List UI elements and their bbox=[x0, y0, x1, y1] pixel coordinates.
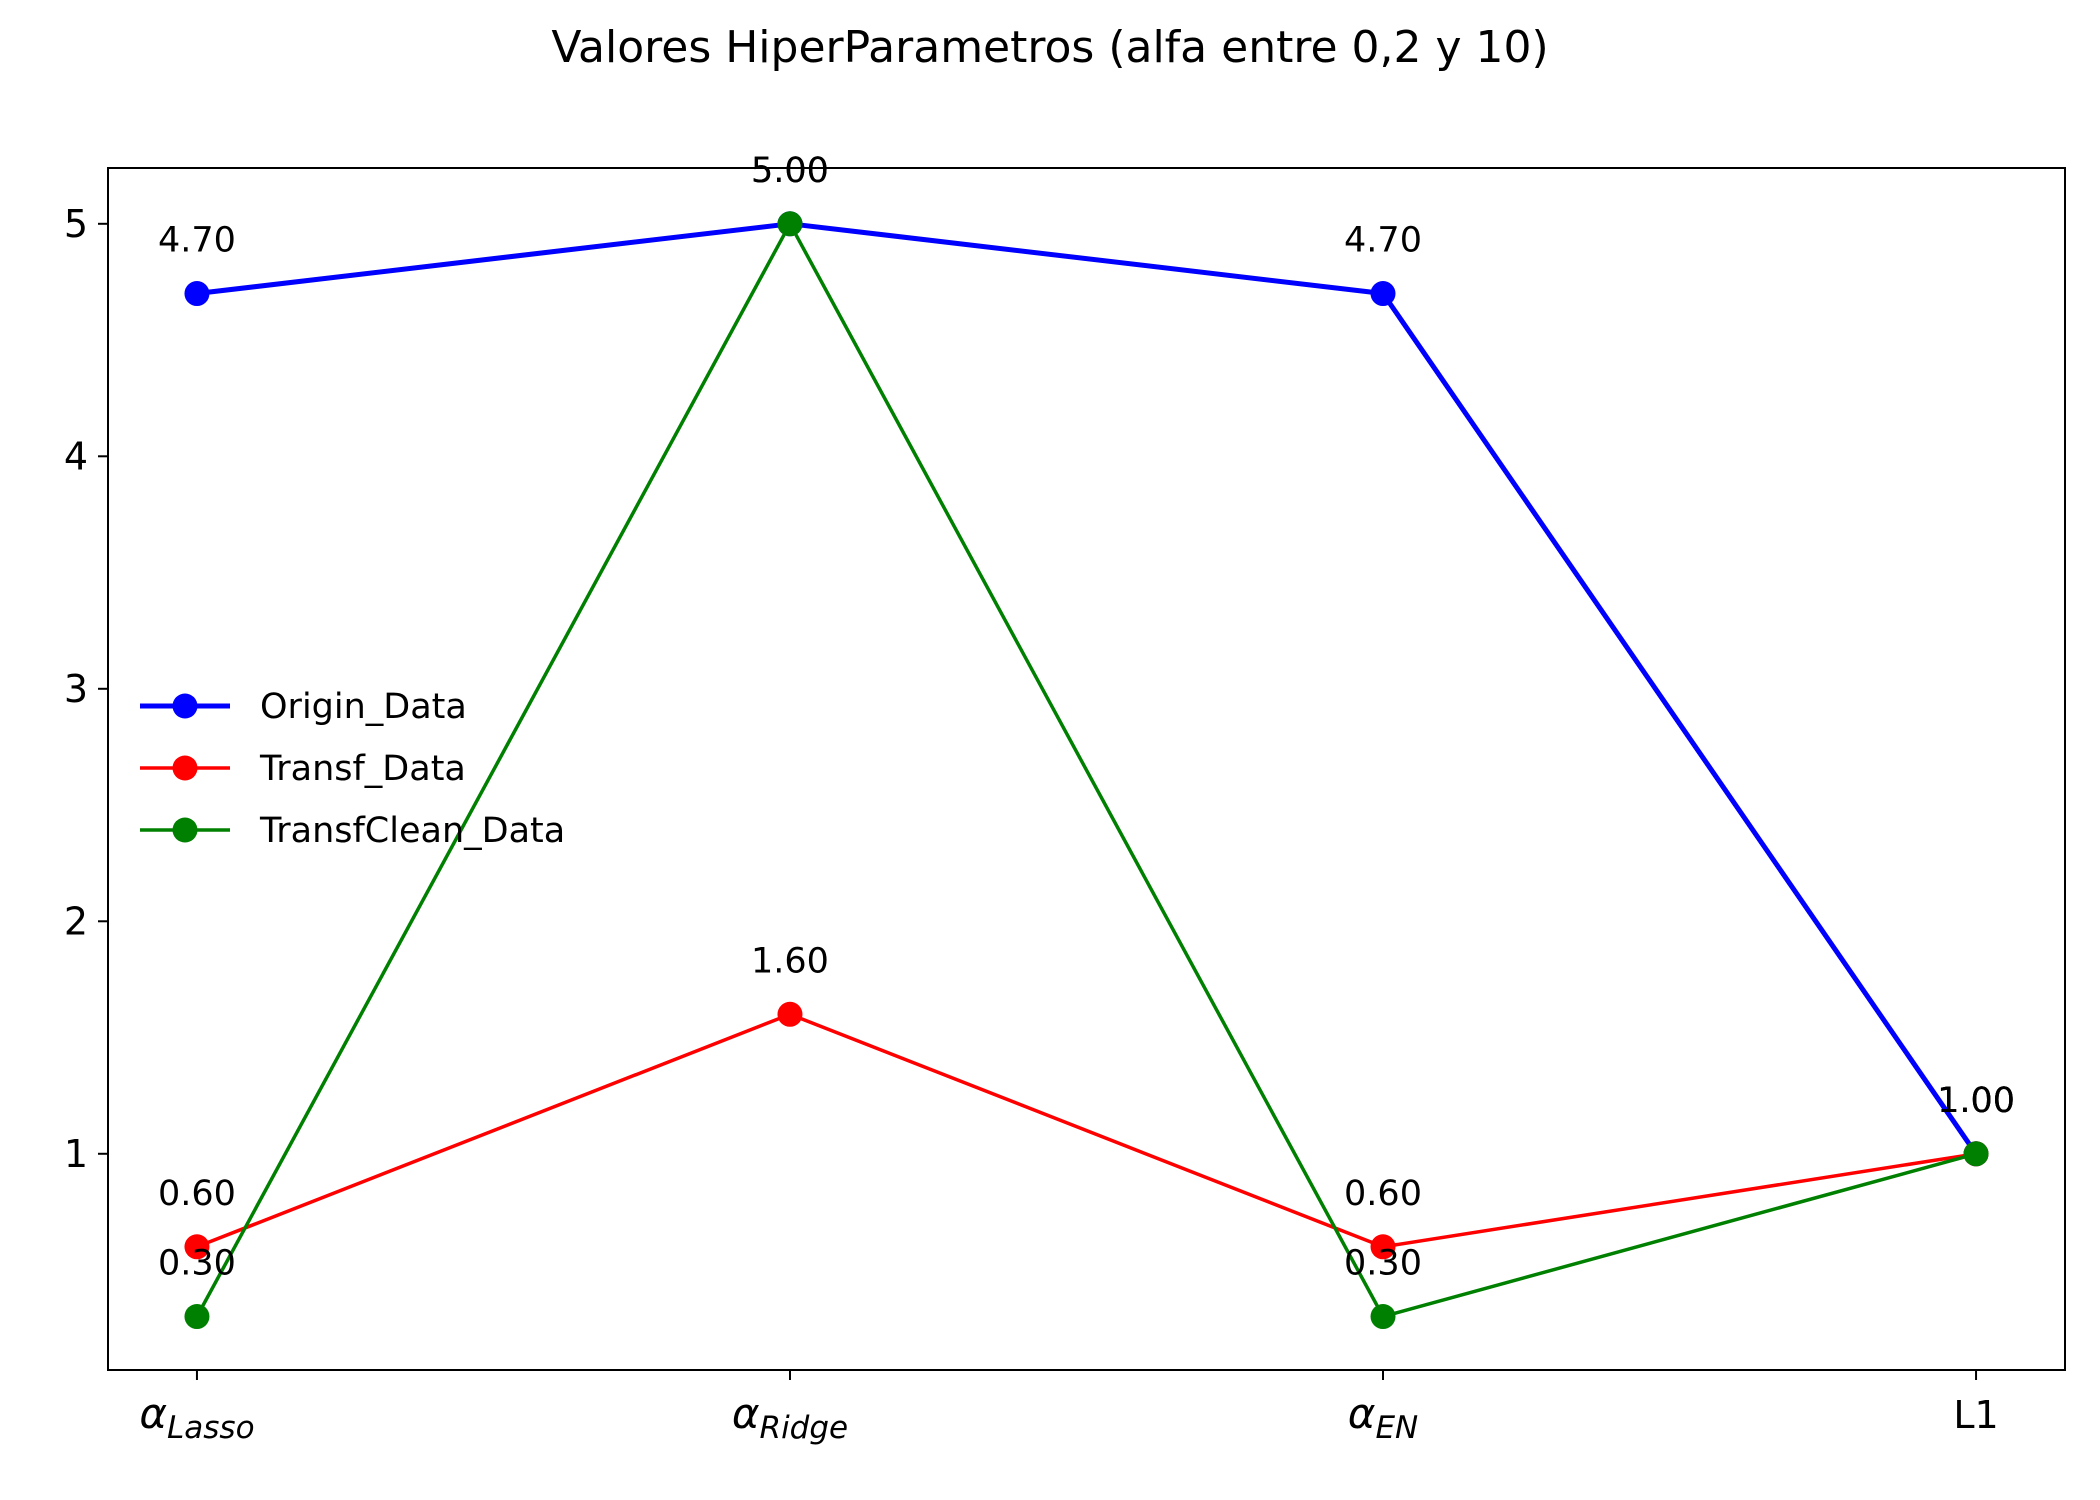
plot-area: 4.705.004.701.000.601.600.601.000.305.00… bbox=[64, 151, 2066, 1446]
data-label: 1.00 bbox=[1937, 1081, 2015, 1121]
series-line bbox=[196, 1012, 1977, 1249]
legend-entry: TransfClean_Data bbox=[140, 811, 565, 851]
data-label: 0.30 bbox=[158, 1244, 236, 1284]
legend-entry: Transf_Data bbox=[140, 749, 466, 789]
series-line bbox=[196, 221, 1979, 1156]
data-label: 1.00 bbox=[1937, 1081, 2015, 1121]
x-tick-label: L1 bbox=[1953, 1393, 1998, 1437]
series-transfclean-data: 0.30 5.00 0.30 1.00 bbox=[158, 151, 2015, 1330]
data-label: 1.00 bbox=[1937, 1081, 2015, 1121]
x-axis: αLasso αRidge αEN L1 bbox=[139, 1370, 1999, 1446]
data-label: 5.00 bbox=[751, 151, 829, 191]
y-tick-label: 5 bbox=[64, 202, 88, 246]
data-point bbox=[184, 1234, 210, 1260]
y-axis: 1 2 3 4 5 bbox=[64, 202, 108, 1176]
data-point bbox=[1963, 1141, 1989, 1167]
y-tick-label: 2 bbox=[64, 899, 88, 943]
x-tick-label: αLasso bbox=[139, 1389, 254, 1446]
legend-label: TransfClean_Data bbox=[259, 811, 565, 851]
data-label: 0.60 bbox=[158, 1174, 236, 1214]
y-tick-label: 3 bbox=[64, 667, 88, 711]
data-point bbox=[777, 211, 803, 237]
data-label: 5.00 bbox=[751, 151, 829, 191]
data-point bbox=[184, 281, 210, 307]
data-label: 0.30 bbox=[1344, 1244, 1422, 1284]
legend-marker bbox=[172, 755, 198, 781]
axes-frame bbox=[107, 167, 2066, 1371]
data-label: 4.70 bbox=[158, 221, 236, 261]
series-transf-data: 0.60 1.60 0.60 1.00 bbox=[158, 941, 2015, 1260]
data-label: 0.60 bbox=[1344, 1174, 1422, 1214]
data-point bbox=[777, 1001, 803, 1027]
data-label: 1.60 bbox=[751, 941, 829, 981]
y-tick-label: 1 bbox=[64, 1132, 88, 1176]
chart-title: Valores HiperParametros (alfa entre 0,2 … bbox=[551, 22, 1548, 73]
data-point bbox=[1370, 1234, 1396, 1260]
legend-entry: Origin_Data bbox=[140, 687, 467, 727]
x-tick-label: αRidge bbox=[732, 1389, 848, 1446]
legend-marker bbox=[172, 693, 198, 719]
legend-label: Origin_Data bbox=[260, 687, 467, 727]
legend-marker bbox=[172, 817, 198, 843]
legend: Origin_Data Transf_Data TransfClean_Data bbox=[140, 687, 565, 851]
x-tick-label: αEN bbox=[1348, 1389, 1418, 1446]
data-point bbox=[1370, 1304, 1396, 1330]
legend-label: Transf_Data bbox=[259, 749, 466, 789]
data-label: 4.70 bbox=[1344, 221, 1422, 261]
series-line bbox=[195, 222, 1977, 1319]
data-point bbox=[1370, 281, 1396, 307]
data-point bbox=[184, 1304, 210, 1330]
series-origin-data: 4.70 5.00 4.70 1.00 bbox=[158, 151, 2015, 1167]
y-tick-label: 4 bbox=[64, 434, 88, 478]
